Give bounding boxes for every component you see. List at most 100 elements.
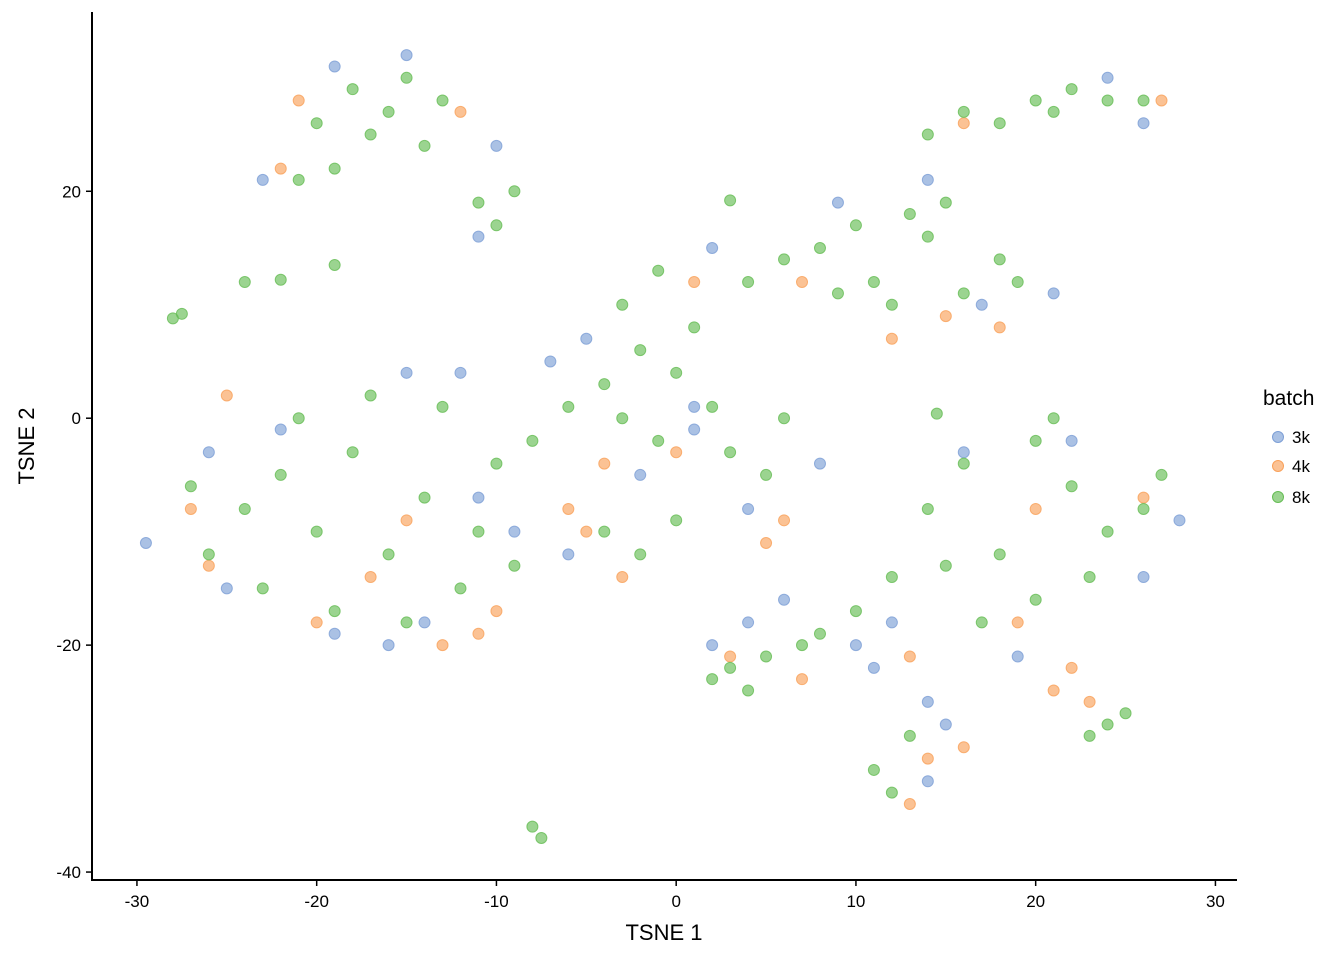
point xyxy=(1137,502,1150,515)
point xyxy=(778,412,791,425)
y-tick-label: 0 xyxy=(72,409,81,428)
point xyxy=(490,139,503,152)
point xyxy=(724,650,737,663)
point xyxy=(742,616,755,629)
point xyxy=(1065,434,1078,447)
point xyxy=(760,650,773,663)
point xyxy=(796,276,809,289)
point xyxy=(903,207,916,220)
point xyxy=(634,548,647,561)
y-tick-label: -40 xyxy=(56,863,81,882)
plot-area xyxy=(139,49,1186,845)
point xyxy=(472,230,485,243)
point xyxy=(454,366,467,379)
point xyxy=(238,502,251,515)
point xyxy=(706,400,719,413)
point xyxy=(400,366,413,379)
point xyxy=(184,502,197,515)
point xyxy=(490,219,503,232)
point xyxy=(957,457,970,470)
point xyxy=(921,173,934,186)
point xyxy=(1083,729,1096,742)
point xyxy=(202,559,215,572)
point xyxy=(1065,661,1078,674)
point xyxy=(1029,593,1042,606)
point xyxy=(993,548,1006,561)
legend-label: 8k xyxy=(1292,488,1310,507)
point xyxy=(616,571,629,584)
point xyxy=(472,525,485,538)
point xyxy=(382,639,395,652)
point xyxy=(382,548,395,561)
point xyxy=(598,457,611,470)
point xyxy=(831,287,844,300)
point xyxy=(328,60,341,73)
point xyxy=(706,673,719,686)
point xyxy=(175,307,188,320)
point xyxy=(813,627,826,640)
point xyxy=(526,434,539,447)
point xyxy=(1065,480,1078,493)
point xyxy=(688,400,701,413)
point xyxy=(220,582,233,595)
point xyxy=(724,446,737,459)
point xyxy=(436,400,449,413)
point xyxy=(292,412,305,425)
point xyxy=(400,49,413,62)
point xyxy=(436,639,449,652)
point xyxy=(796,673,809,686)
point xyxy=(535,832,548,845)
legend-title: batch xyxy=(1263,387,1314,410)
point xyxy=(328,605,341,618)
point xyxy=(688,423,701,436)
point xyxy=(256,173,269,186)
point xyxy=(202,548,215,561)
point xyxy=(454,105,467,118)
point xyxy=(975,616,988,629)
point xyxy=(184,480,197,493)
x-tick-label: -10 xyxy=(484,892,509,911)
point xyxy=(490,457,503,470)
point xyxy=(346,83,359,96)
x-tick-label: 10 xyxy=(846,892,865,911)
point xyxy=(634,468,647,481)
point xyxy=(1047,684,1060,697)
point xyxy=(742,276,755,289)
point xyxy=(616,412,629,425)
point xyxy=(472,491,485,504)
point xyxy=(274,162,287,175)
point xyxy=(256,582,269,595)
point xyxy=(957,287,970,300)
x-tick-label: 30 xyxy=(1206,892,1225,911)
point xyxy=(139,537,152,550)
legend-key xyxy=(1272,491,1284,503)
point xyxy=(1047,412,1060,425)
point xyxy=(867,763,880,776)
y-tick-label: 20 xyxy=(62,182,81,201)
point xyxy=(400,514,413,527)
point xyxy=(930,407,943,420)
point xyxy=(921,128,934,141)
point xyxy=(867,276,880,289)
point xyxy=(993,321,1006,334)
point xyxy=(634,344,647,357)
point xyxy=(921,752,934,765)
legend-key xyxy=(1272,431,1284,443)
y-tick-label: -20 xyxy=(56,636,81,655)
point xyxy=(1029,434,1042,447)
point xyxy=(1155,468,1168,481)
point xyxy=(813,242,826,255)
y-axis-title: TSNE 2 xyxy=(14,407,39,484)
point xyxy=(778,593,791,606)
x-tick-label: -30 xyxy=(125,892,150,911)
point xyxy=(939,310,952,323)
point xyxy=(975,298,988,311)
point xyxy=(526,820,539,833)
point xyxy=(1047,287,1060,300)
legend-key xyxy=(1272,460,1284,472)
point xyxy=(1101,718,1114,731)
point xyxy=(652,264,665,277)
legend-label: 4k xyxy=(1292,457,1310,476)
point xyxy=(400,616,413,629)
